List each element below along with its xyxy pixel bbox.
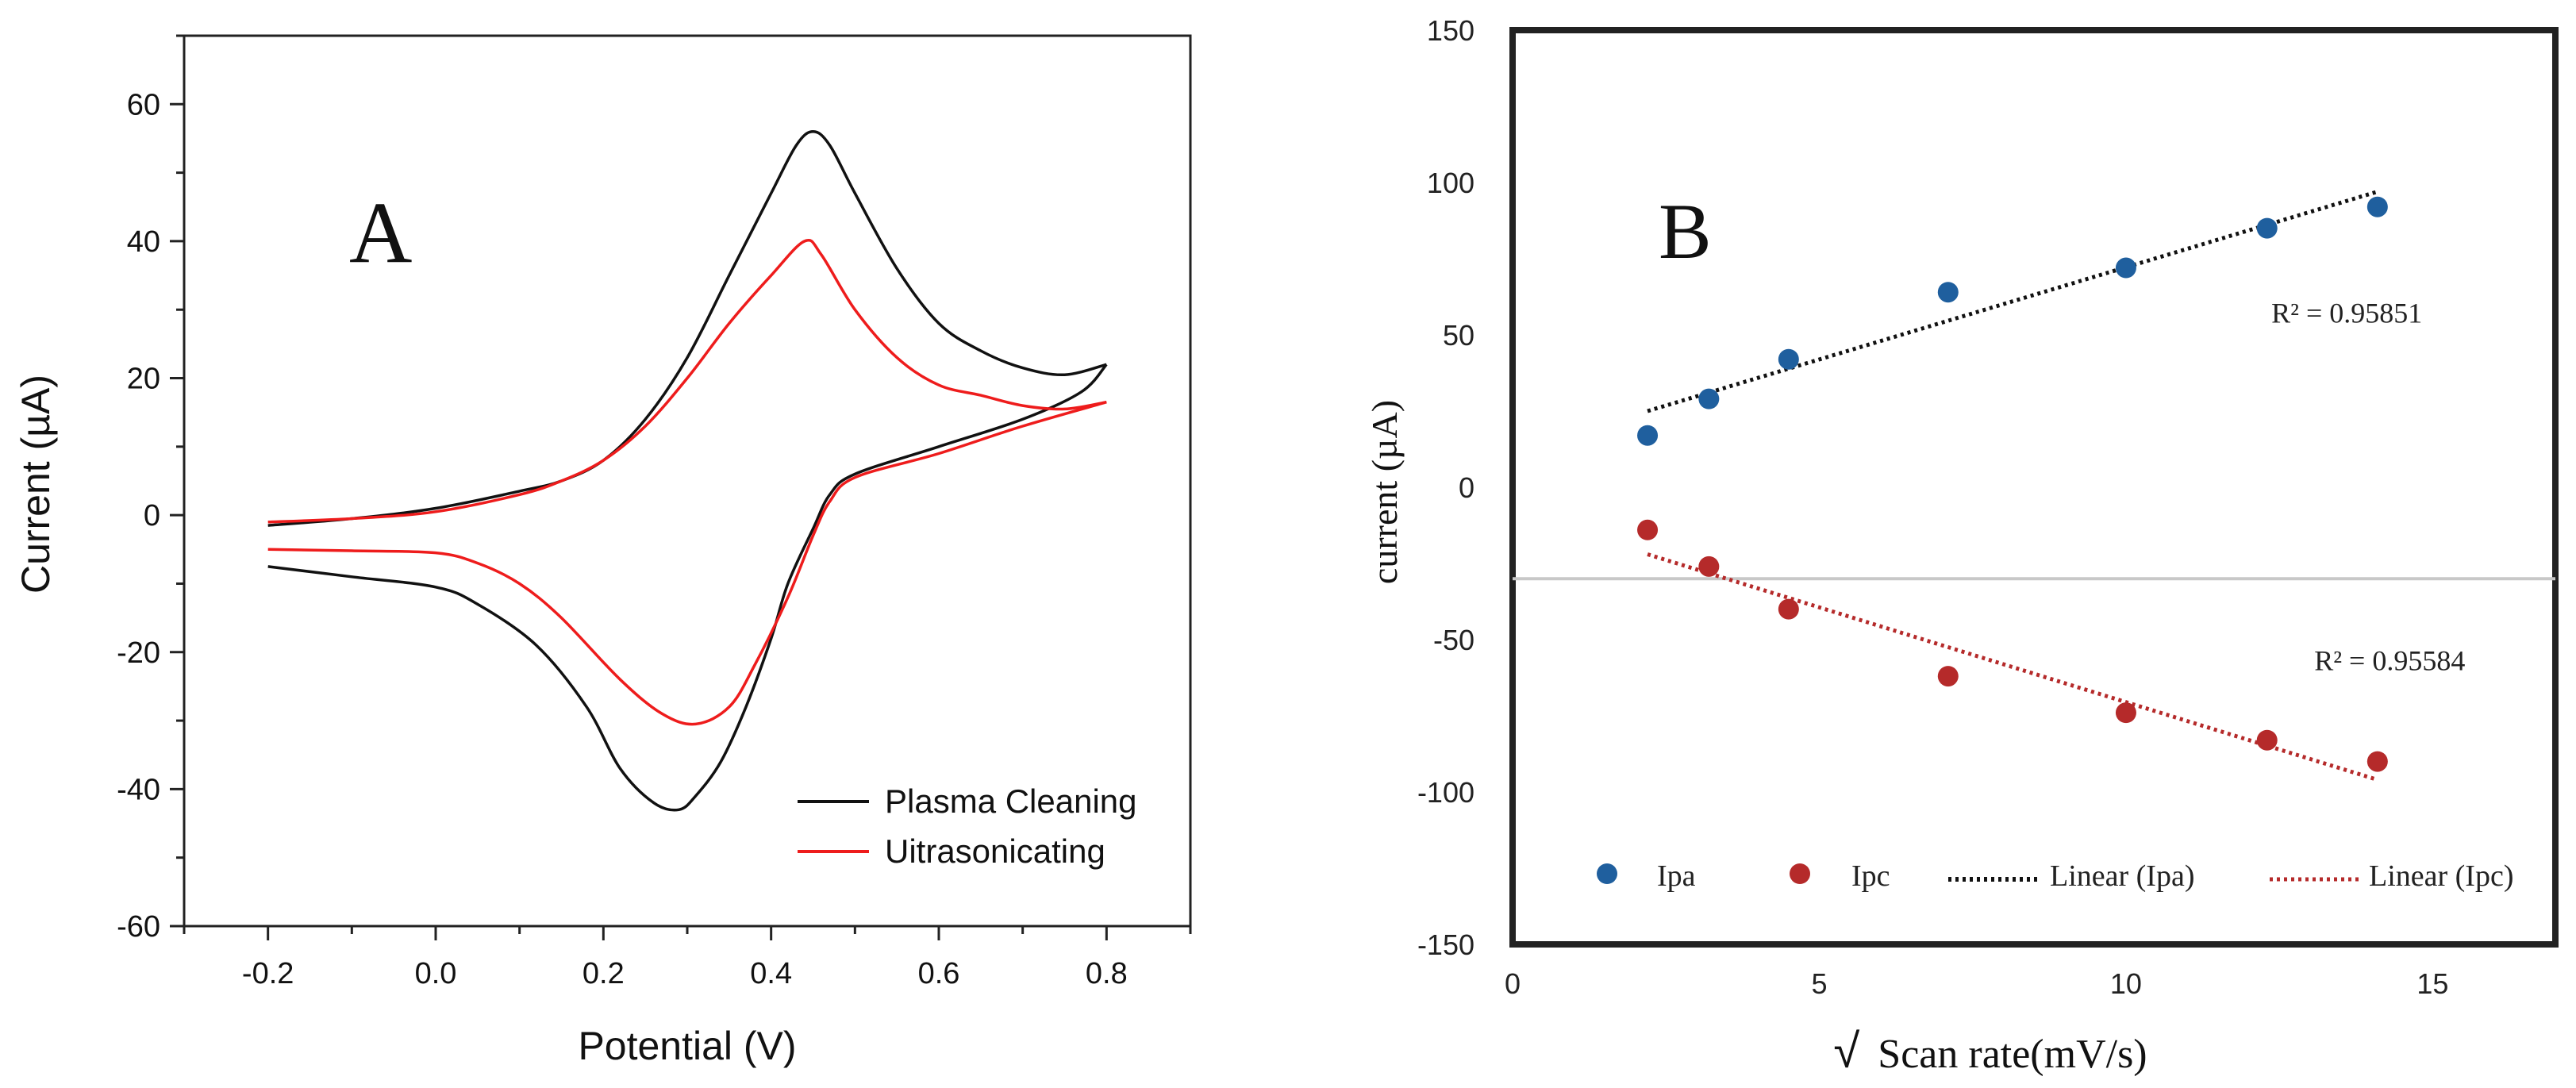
panel-b-x-axis-label: √ Scan rate(mV/s) xyxy=(1833,1025,2147,1078)
a-y-tick-label: 60 xyxy=(127,88,160,121)
series-plasma-cleaning-forward-line xyxy=(267,130,1107,527)
trendline-linear-ipc xyxy=(1647,552,2378,782)
b-x-tick-label: 15 xyxy=(2416,967,2448,1000)
panel-b-ticks: 0 5 10 15 150 100 50 0 -50 -100 -150 xyxy=(1417,14,2448,1000)
b-y-tick-label: -100 xyxy=(1417,776,1474,809)
ipc-point xyxy=(1937,666,1959,687)
b-y-tick-label: 50 xyxy=(1443,319,1474,352)
a-x-tick-label: 0.6 xyxy=(918,957,960,990)
b-y-tick-label: -150 xyxy=(1417,928,1474,961)
b-x-tick-label: 0 xyxy=(1505,967,1521,1000)
legend-ipc-marker xyxy=(1790,863,1810,884)
ipc-point xyxy=(2256,729,2278,751)
a-y-tick-label: -20 xyxy=(117,636,160,670)
panel-a-series xyxy=(267,130,1108,812)
ipc-point xyxy=(1698,556,1720,577)
legend-linear-ipc-label: Linear (Ipc) xyxy=(2369,859,2514,893)
trendline-linear-ipa xyxy=(1647,190,2378,413)
ipc-point xyxy=(2115,702,2136,724)
panel-b-plot-frame xyxy=(1509,27,2559,948)
ipa-point xyxy=(1698,388,1720,409)
ipa-point xyxy=(1937,282,1959,303)
panel-b-y-axis-label: current (µA) xyxy=(1364,400,1405,584)
ipc-point xyxy=(1778,598,1799,620)
series-plasma-cleaning-reverse-line xyxy=(267,363,1108,812)
b-y-tick-label: 150 xyxy=(1427,14,1474,47)
a-y-tick-label: 40 xyxy=(127,225,160,259)
r-squared-ipc-annotation: R² = 0.95584 xyxy=(2314,644,2465,676)
a-x-tick-label: 0.4 xyxy=(750,957,792,990)
panel-a-chart: -0.2 0.0 0.2 0.4 0.6 0.8 -60 -40 -20 0 20 40 60 A Po… xyxy=(13,34,1192,1068)
ipa-point xyxy=(1778,348,1799,370)
panel-a-y-axis-label: Current (µA) xyxy=(13,375,58,594)
panel-b-legend: Ipa Ipc Linear (Ipa) Linear (Ipc) xyxy=(1597,859,2514,893)
a-y-tick-label: 20 xyxy=(127,363,160,396)
a-x-tick-label: 0.8 xyxy=(1086,957,1128,990)
legend-plasma-label: Plasma Cleaning xyxy=(885,782,1137,820)
panel-b-label: B xyxy=(1659,187,1712,275)
ipc-point xyxy=(2366,751,2388,772)
panel-a-x-axis-label: Potential (V) xyxy=(578,1024,796,1068)
legend-ultra-label: Uitrasonicating xyxy=(885,832,1105,870)
ipa-point xyxy=(2115,257,2136,279)
a-x-tick-label: 0.0 xyxy=(415,957,457,990)
series-ultrasonicating-reverse-line xyxy=(267,401,1107,726)
legend-linear-ipa-label: Linear (Ipa) xyxy=(2050,859,2195,893)
sqrt-symbol: √ xyxy=(1833,1025,1859,1078)
b-x-tick-label: 5 xyxy=(1811,967,1827,1000)
a-y-tick-label: 0 xyxy=(144,499,160,532)
panel-a-label: A xyxy=(349,184,412,281)
legend-ipa-label: Ipa xyxy=(1657,859,1696,893)
a-y-tick-label: -60 xyxy=(117,910,160,944)
b-x-tick-label: 10 xyxy=(2110,967,2142,1000)
panel-a-ticks: -0.2 0.0 0.2 0.4 0.6 0.8 -60 -40 -20 0 20 40 60 xyxy=(117,34,1192,990)
b-y-tick-label: -50 xyxy=(1433,624,1474,656)
a-y-tick-label: -40 xyxy=(117,773,160,806)
a-x-tick-label: -0.2 xyxy=(242,957,294,990)
b-y-tick-label: 100 xyxy=(1427,167,1474,199)
panel-b-series: R² = 0.95851 R² = 0.95584 xyxy=(1513,190,2555,782)
ipa-point xyxy=(2366,196,2388,217)
ipc-point xyxy=(1637,519,1659,540)
b-y-tick-label: 0 xyxy=(1459,471,1474,504)
panel-b-x-axis-text: Scan rate(mV/s) xyxy=(1878,1032,2147,1077)
series-ultrasonicating-forward-line xyxy=(267,239,1107,524)
ipa-point xyxy=(1637,425,1659,446)
r-squared-ipa-annotation: R² = 0.95851 xyxy=(2271,298,2422,329)
legend-ipc-label: Ipc xyxy=(1851,859,1890,893)
legend-ipa-marker xyxy=(1597,863,1617,884)
a-x-tick-label: 0.2 xyxy=(582,957,625,990)
ipa-point xyxy=(2256,217,2278,239)
panel-a-legend: Plasma Cleaning Uitrasonicating xyxy=(798,782,1137,870)
